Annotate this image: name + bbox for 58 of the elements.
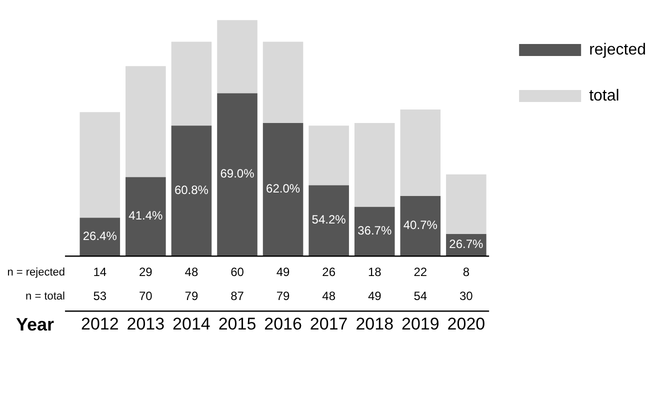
annotation: 69.0% — [220, 166, 255, 181]
total-label: 49 — [368, 288, 382, 303]
bar — [446, 174, 486, 234]
data-label: 29 — [139, 264, 153, 279]
data-label: 60 — [230, 264, 244, 279]
bar — [308, 126, 349, 186]
data-label: 26 — [322, 264, 336, 279]
data-label: 18 — [368, 264, 382, 279]
bar — [217, 20, 258, 94]
total-label: 79 — [184, 288, 198, 303]
bar — [262, 42, 304, 123]
annotation: 36.7% — [358, 224, 392, 238]
data-label: 22 — [414, 264, 428, 279]
total-label: 79 — [276, 288, 290, 303]
bar — [171, 126, 212, 256]
bar — [400, 109, 441, 196]
data-label: 8 — [462, 264, 470, 279]
total-label: 70 — [139, 288, 153, 303]
x-tick-label: 2013 — [126, 314, 165, 334]
annotation: 26.7% — [449, 237, 484, 252]
data-label: 14 — [93, 264, 107, 279]
x-tick-label: 2019 — [401, 314, 440, 334]
bar — [217, 93, 258, 256]
x-tick-label: 2017 — [310, 314, 348, 334]
bar — [400, 196, 441, 256]
x-tick-label: 2014 — [172, 314, 210, 334]
data-label: 49 — [276, 264, 290, 279]
total-label: 48 — [322, 288, 336, 303]
x-tick-label: 2020 — [447, 314, 486, 334]
bar — [126, 66, 166, 178]
text: n = rejected — [7, 266, 65, 279]
bar — [171, 42, 212, 126]
bar — [126, 177, 166, 256]
bar — [80, 218, 120, 256]
total-label: 53 — [93, 288, 107, 303]
annotation: 41.4% — [128, 208, 164, 223]
legend-label: rejected — [589, 41, 646, 58]
bar — [354, 206, 395, 256]
annotation: 60.8% — [174, 182, 209, 197]
annotation: 26.4% — [82, 228, 118, 243]
total-label: 54 — [414, 288, 428, 303]
annotation: 40.7% — [403, 218, 438, 232]
annotation: 54.2% — [312, 212, 346, 227]
bar — [262, 122, 304, 256]
x-tick-label: 2018 — [356, 314, 394, 334]
text: n = total — [26, 290, 65, 303]
x-tick-label: 2015 — [218, 314, 256, 334]
x-tick-label: 2012 — [80, 314, 119, 334]
x-tick-label: 2016 — [264, 314, 302, 334]
bar — [308, 185, 349, 256]
bar — [354, 122, 395, 207]
legend-label: total — [589, 87, 620, 104]
annotation: 62.0% — [266, 182, 300, 196]
total-label: 30 — [460, 288, 474, 303]
bar — [80, 112, 120, 218]
total-label: 87 — [230, 288, 244, 303]
x-axis-title: Year — [16, 314, 54, 335]
data-label: 48 — [184, 264, 198, 279]
